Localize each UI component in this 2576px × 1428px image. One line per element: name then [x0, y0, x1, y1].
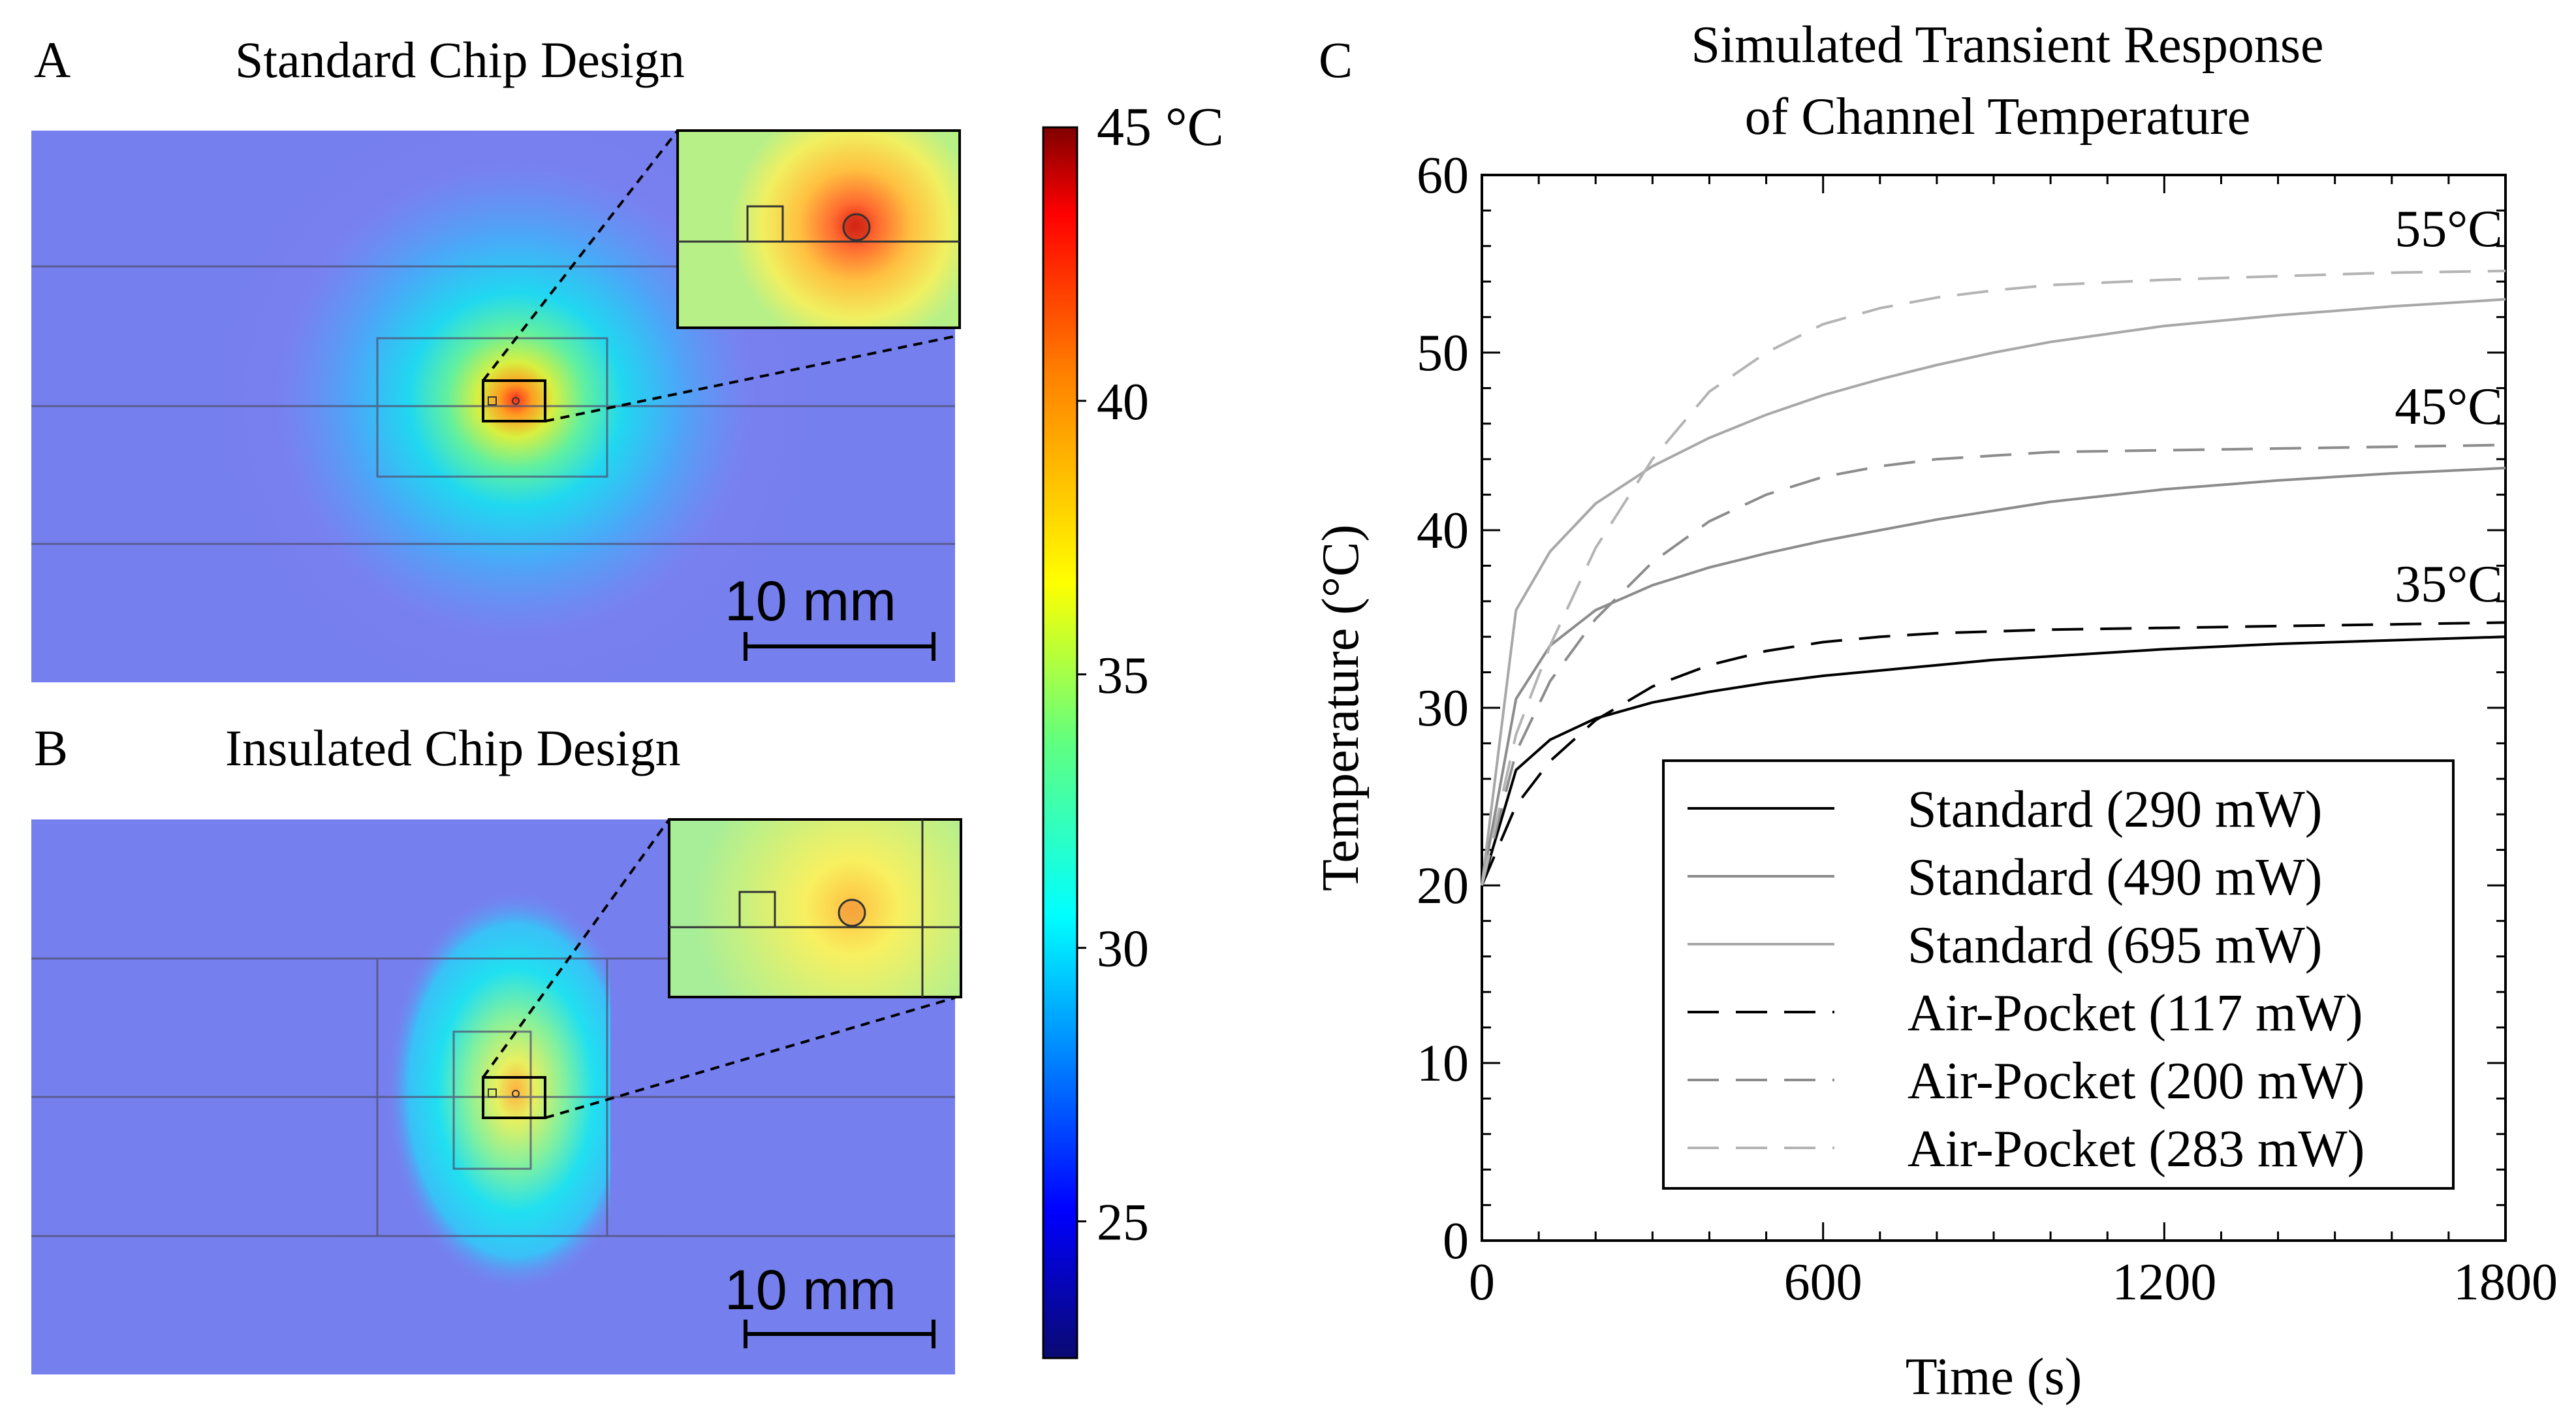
panel-b-inset: [668, 818, 962, 998]
x-axis-label: Time (s): [1906, 1348, 2082, 1406]
legend: Standard (290 mW) Standard (490 mW) Standa…: [1662, 759, 2455, 1190]
x-tick-label: 1800: [2453, 1254, 2558, 1311]
panel-a-title: Standard Chip Design: [235, 31, 685, 88]
chart-title-line1: Simulated Transient Response: [1691, 16, 2324, 74]
y-tick-label: 40: [1417, 502, 1469, 560]
x-tick-label: 1200: [2112, 1254, 2216, 1311]
panel-a-scale-bar-label: 10 mm: [725, 570, 896, 633]
panel-a-letter: A: [34, 31, 71, 88]
panel-b: B Insulated Chip Design 10 mm: [31, 720, 962, 1374]
legend-box: [1662, 759, 2455, 1190]
colorbar-tick-label: 40: [1097, 373, 1149, 431]
colorbar-gradient: [1042, 126, 1078, 1359]
y-tick-label: 20: [1417, 857, 1469, 915]
colorbar-tick-label: 30: [1097, 921, 1149, 978]
series-lines: [1481, 269, 2506, 886]
panel-a-small-circle: [512, 397, 520, 405]
y-tick-label: 60: [1417, 147, 1469, 204]
colorbar-tick-label: 25: [1097, 1194, 1149, 1252]
series-line-5: [1481, 443, 2506, 886]
panel-b-zoom-line: [482, 818, 670, 1079]
y-axis-label: Temperature (°C): [1312, 524, 1370, 891]
annotation-label: 55°C: [2395, 200, 2502, 258]
colorbar-tick-label: 35: [1097, 647, 1149, 705]
panel-a-small-square: [488, 396, 497, 405]
series-line-3: [1481, 298, 2506, 886]
annotation-label: 45°C: [2395, 378, 2502, 436]
colorbar: 45 °C 40 35 30 25: [1042, 97, 1224, 1359]
series-line-1: [1481, 635, 2506, 886]
series-line-6: [1481, 269, 2506, 886]
legend-label: Air-Pocket (200 mW): [1908, 1053, 2364, 1110]
y-tick-label: 10: [1417, 1035, 1469, 1092]
panel-b-inset-circle: [838, 898, 866, 927]
axis-ticks: [1481, 174, 2507, 1242]
x-tick-label: 600: [1784, 1254, 1862, 1311]
legend-label: Standard (695 mW): [1908, 917, 2322, 974]
panel-a-zoom-line: [544, 335, 956, 422]
panel-a-zoom-line: [482, 129, 679, 382]
legend-label: Air-Pocket (283 mW): [1908, 1120, 2364, 1178]
y-tick-label: 30: [1417, 680, 1469, 737]
panel-a-scale-bar: [744, 632, 935, 661]
series-line-2: [1481, 466, 2506, 886]
panel-a: A Standard Chip Design 10 mm: [31, 31, 961, 682]
panel-b-small-square: [488, 1088, 497, 1098]
colorbar-ticks: 40 35 30 25: [1077, 373, 1149, 1252]
colorbar-unit-label: 45 °C: [1097, 97, 1224, 157]
legend-label: Air-Pocket (117 mW): [1908, 985, 2363, 1042]
panel-b-title: Insulated Chip Design: [225, 720, 681, 776]
legend-items: Standard (290 mW) Standard (490 mW) Standa…: [1688, 781, 2364, 1178]
panel-a-inset: [676, 129, 961, 329]
panel-c-chart: C Simulated Transient Response of Channe…: [1312, 16, 2558, 1406]
series-line-4: [1481, 621, 2506, 886]
legend-label: Standard (290 mW): [1908, 781, 2322, 838]
panel-b-small-circle: [512, 1090, 520, 1098]
annotation-label: 35°C: [2395, 556, 2502, 613]
x-tick-label: 0: [1469, 1254, 1495, 1311]
annotations: 55°C 45°C 35°C: [2395, 200, 2502, 613]
panel-b-zoom-box: [482, 1076, 546, 1119]
panel-b-zoom-line: [544, 996, 956, 1119]
y-tick-label: 0: [1443, 1213, 1469, 1270]
chart-title-line2: of Channel Temperature: [1745, 88, 2251, 146]
panel-a-inset-circle: [842, 213, 871, 242]
panel-b-scale-bar-label: 10 mm: [725, 1259, 896, 1322]
panel-c-letter: C: [1319, 31, 1353, 88]
panel-b-scale-bar: [744, 1320, 935, 1348]
panel-a-zoom-box: [482, 379, 546, 422]
panel-b-letter: B: [34, 720, 68, 776]
y-tick-label: 50: [1417, 325, 1469, 382]
legend-label: Standard (490 mW): [1908, 849, 2322, 906]
